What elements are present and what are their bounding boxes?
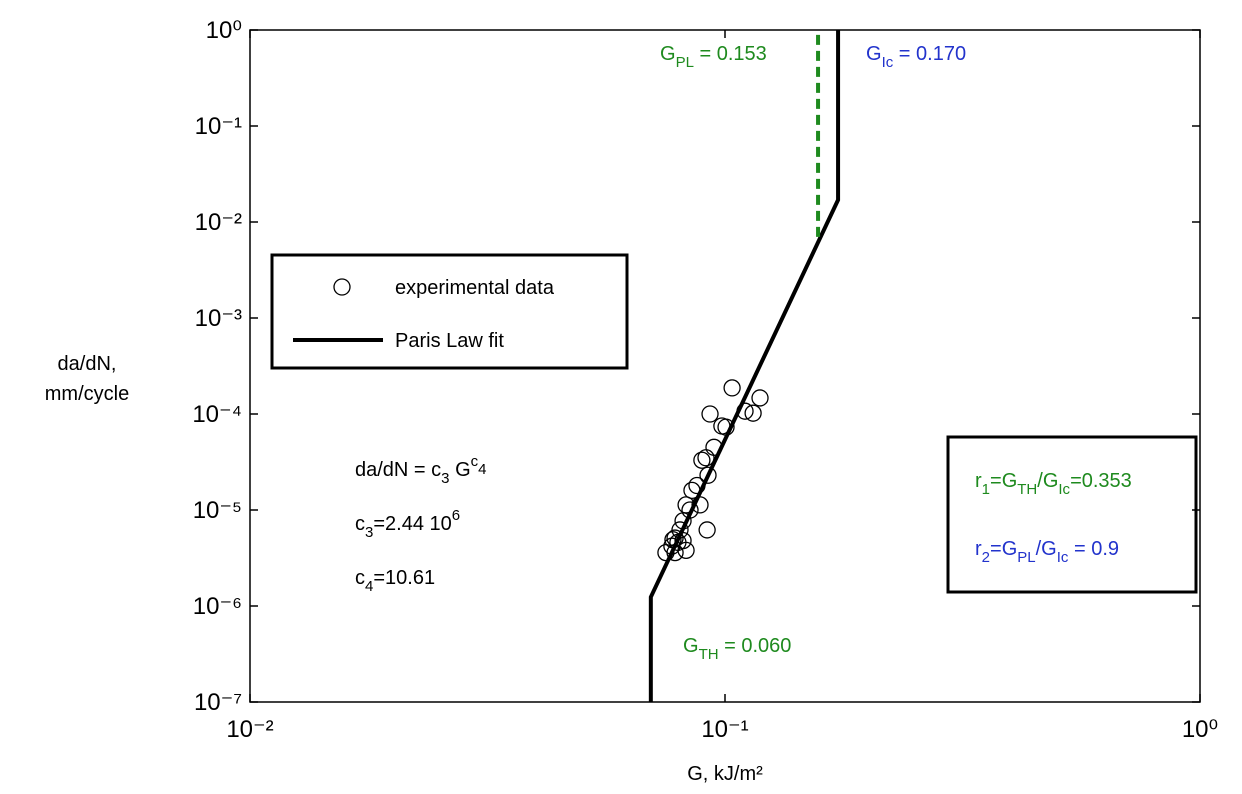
annotation-part: = 0.9 xyxy=(1068,538,1119,560)
annotation-part: =0.353 xyxy=(1070,470,1132,492)
data-point xyxy=(701,405,719,423)
annotation-part: G xyxy=(450,459,471,481)
data-point xyxy=(677,541,695,559)
annotation-part: PL xyxy=(676,54,694,71)
annotation-part: G xyxy=(683,635,699,657)
annotation-part: 6 xyxy=(452,507,460,524)
x-axis-label: G, kJ/m² xyxy=(687,763,763,785)
y-tick-label: 10⁻³ xyxy=(195,305,242,332)
annotation-part: = 0.060 xyxy=(719,635,792,657)
annotation-part: PL xyxy=(1017,549,1035,566)
annotation-part: c xyxy=(355,567,365,589)
y-tick-label: 10⁻⁷ xyxy=(194,689,242,716)
annotation-part: r xyxy=(975,470,982,492)
y-tick-label: 10⁻⁵ xyxy=(193,497,242,524)
fit-line xyxy=(648,30,841,702)
data-point xyxy=(723,379,741,397)
annotation: GPL = 0.153 xyxy=(660,43,767,71)
data-point xyxy=(699,466,717,484)
annotation-part: TH xyxy=(1017,481,1037,498)
annotation: GIc = 0.170 xyxy=(866,43,966,71)
legend-label: experimental data xyxy=(395,277,555,299)
annotation-part: 4 xyxy=(478,461,486,478)
annotation-part: Ic xyxy=(1058,481,1070,498)
annotation-part: =G xyxy=(990,470,1017,492)
legend-box xyxy=(270,253,629,370)
annotation-part: /G xyxy=(1036,538,1057,560)
annotation: GTH = 0.060 xyxy=(683,635,791,663)
annotation-part: G xyxy=(660,43,676,65)
legend-marker xyxy=(333,278,351,296)
y-tick-label: 10⁻⁴ xyxy=(192,401,242,428)
y-tick-label: 10⁻² xyxy=(195,209,242,236)
annotation-part: Ic xyxy=(882,54,894,71)
annotation-part: /G xyxy=(1037,470,1058,492)
y-axis-label: mm/cycle xyxy=(45,383,129,405)
annotation-part: 4 xyxy=(365,578,373,595)
y-tick-label: 10⁻⁶ xyxy=(193,593,242,620)
data-point xyxy=(698,521,716,539)
annotation-part: c xyxy=(471,453,479,470)
x-tick-label: 10⁻¹ xyxy=(701,716,748,743)
annotation-part: r xyxy=(975,538,982,560)
data-point xyxy=(697,449,715,467)
annotation-part: = 0.170 xyxy=(893,43,966,65)
annotation-part: c xyxy=(355,513,365,535)
annotation-part: Ic xyxy=(1057,549,1069,566)
annotation-part: TH xyxy=(699,646,719,663)
annotation-part: =2.44 10 xyxy=(373,513,451,535)
x-tick-label: 10⁰ xyxy=(1182,716,1218,743)
data-point xyxy=(693,451,711,469)
data-point xyxy=(744,404,762,422)
x-tick-label: 10⁻² xyxy=(226,716,273,743)
annotation-part: da/dN = c xyxy=(355,459,441,481)
data-point xyxy=(751,389,769,407)
annotation: r2=GPL/GIc = 0.9 xyxy=(975,538,1119,566)
y-axis-label: da/dN, xyxy=(58,353,117,375)
annotation-part: =10.61 xyxy=(373,567,435,589)
annotation: c4=10.61 xyxy=(355,567,435,595)
annotation: r1=GTH/GIc=0.353 xyxy=(975,470,1132,498)
annotation: da/dN = c3 Gc4 xyxy=(355,453,486,487)
annotation-part: G xyxy=(866,43,882,65)
y-tick-label: 10⁰ xyxy=(206,17,242,44)
annotation-part: = 0.153 xyxy=(694,43,767,65)
annotation-part: 1 xyxy=(982,481,990,498)
annotation-part: 3 xyxy=(365,524,373,541)
legend-label: Paris Law fit xyxy=(395,330,504,352)
annotation-part: 3 xyxy=(441,470,449,487)
y-tick-label: 10⁻¹ xyxy=(195,113,242,140)
annotation-part: 2 xyxy=(982,549,990,566)
annotation: c3=2.44 106 xyxy=(355,507,460,541)
ratio-box xyxy=(946,435,1198,594)
annotation-part: =G xyxy=(990,538,1017,560)
